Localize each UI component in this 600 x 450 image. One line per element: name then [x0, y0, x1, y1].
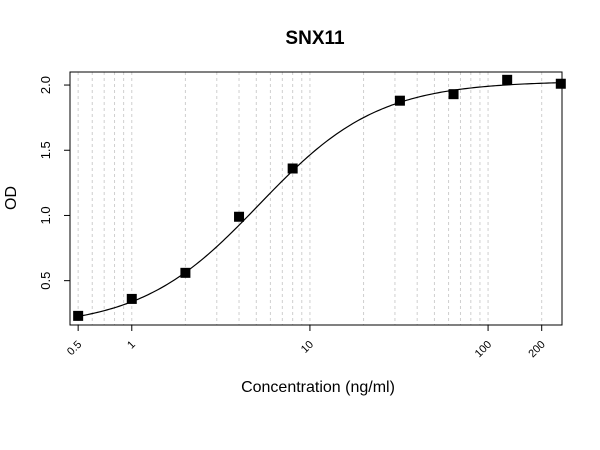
chart-title: SNX11 — [285, 28, 345, 49]
data-point — [555, 78, 566, 89]
data-point — [502, 74, 513, 85]
data-point — [126, 293, 137, 304]
y-axis-label: OD — [3, 186, 20, 210]
y-axis: 0.5 1.0 1.5 2.0 — [38, 76, 70, 290]
x-tick-label: 0.5 — [65, 339, 84, 358]
fit-curve — [78, 82, 561, 317]
data-points — [73, 74, 566, 321]
x-tick-label: 1 — [125, 339, 138, 352]
x-tick-label: 200 — [526, 339, 547, 360]
x-axis: 0.5 1 10 100 200 — [65, 325, 548, 360]
data-point — [394, 95, 405, 106]
data-point — [448, 89, 459, 100]
x-tick-label: 10 — [299, 339, 316, 356]
plot-area — [69, 71, 563, 326]
y-tick-label: 0.5 — [38, 272, 53, 290]
data-point — [73, 310, 84, 321]
y-tick-label: 1.0 — [38, 206, 53, 224]
data-point — [234, 211, 245, 222]
data-point — [287, 163, 298, 174]
x-tick-label: 100 — [473, 339, 494, 360]
y-tick-label: 2.0 — [38, 76, 53, 94]
grid-lines — [77, 72, 543, 325]
y-tick-label: 1.5 — [38, 141, 53, 159]
data-point — [180, 267, 191, 278]
x-axis-label: Concentration (ng/ml) — [241, 379, 395, 396]
